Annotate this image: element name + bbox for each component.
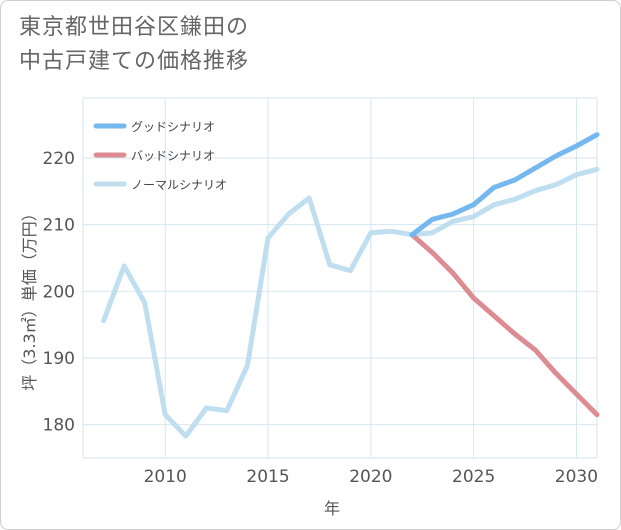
chart-title-line2: 中古戸建ての価格推移	[19, 49, 250, 74]
series-line-bad	[409, 232, 600, 418]
x-axis-title: 年	[324, 499, 340, 518]
x-tick-label: 2015	[246, 467, 289, 487]
grid	[82, 97, 598, 459]
legend-label-bad[interactable]: バッドシナリオ	[131, 149, 215, 163]
legend-label-good[interactable]: グッドシナリオ	[131, 120, 215, 134]
chart-title: 東京都世田谷区鎌田の 中古戸建ての価格推移	[19, 11, 249, 79]
y-tick-label: 200	[43, 282, 75, 302]
plot-frame	[82, 97, 598, 459]
series	[101, 132, 600, 439]
y-tick-label: 210	[43, 216, 75, 236]
legend-label-normal[interactable]: ノーマルシナリオ	[131, 178, 227, 192]
x-tick-label: 2020	[349, 467, 392, 487]
y-tick-label: 190	[43, 349, 75, 369]
chart-title-line1: 東京都世田谷区鎌田の	[19, 15, 250, 40]
series-line-good	[409, 132, 600, 238]
y-tick-label: 180	[43, 416, 75, 436]
x-tick-label: 2025	[452, 467, 495, 487]
series-line-normal	[101, 166, 600, 439]
x-axis-ticks: 2010 2015 2020 2025 2030	[144, 467, 598, 487]
y-axis-ticks: 180 190 200 210 220	[43, 149, 75, 436]
y-tick-label: 220	[43, 149, 75, 169]
x-tick-label: 2010	[144, 467, 187, 487]
x-tick-label: 2030	[555, 467, 598, 487]
y-axis-title: 坪（3.3㎡）単価（万円）	[20, 205, 39, 390]
